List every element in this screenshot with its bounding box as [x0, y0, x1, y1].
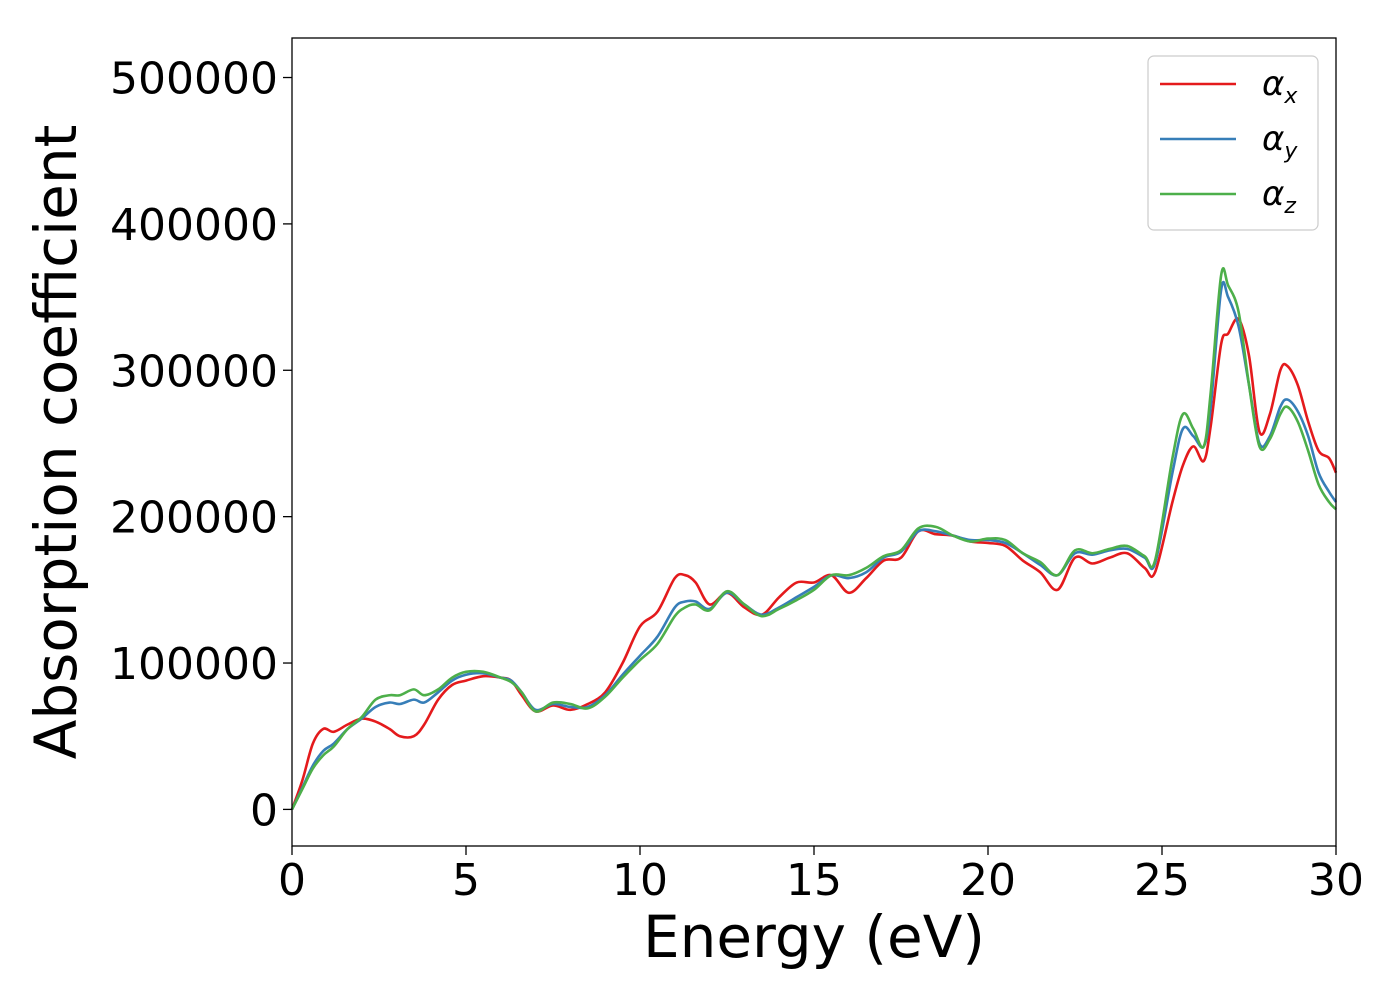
x-tick-label: 5 — [452, 855, 480, 906]
x-tick-label: 15 — [786, 855, 842, 906]
y-tick-label: 500000 — [110, 54, 278, 105]
legend: αx αy αz — [1147, 55, 1319, 231]
legend-label-x: αx — [1262, 64, 1298, 109]
y-tick-label: 300000 — [110, 346, 278, 397]
y-axis-ticks: 0 100000 200000 300000 400000 500000 — [110, 54, 292, 836]
series-layer — [290, 267, 1338, 810]
x-tick-label: 10 — [612, 855, 668, 906]
y-axis-title: Absorption coefficient — [22, 125, 90, 760]
y-tick-label: 100000 — [110, 639, 278, 690]
series-line-z — [290, 267, 1337, 810]
x-axis-title: Energy (eV) — [643, 903, 985, 971]
y-tick-label: 200000 — [110, 493, 278, 544]
y-tick-label: 0 — [250, 785, 278, 836]
legend-label-y: αy — [1262, 119, 1298, 164]
x-tick-label: 0 — [278, 855, 306, 906]
legend-box — [1147, 55, 1319, 231]
x-tick-label: 20 — [960, 855, 1016, 906]
x-axis-ticks: 0 5 10 15 20 25 30 — [278, 846, 1364, 906]
x-tick-label: 30 — [1308, 855, 1364, 906]
series-line-x — [290, 317, 1338, 810]
y-tick-label: 400000 — [110, 200, 278, 251]
legend-label-z: αz — [1262, 174, 1296, 219]
x-tick-label: 25 — [1134, 855, 1190, 906]
